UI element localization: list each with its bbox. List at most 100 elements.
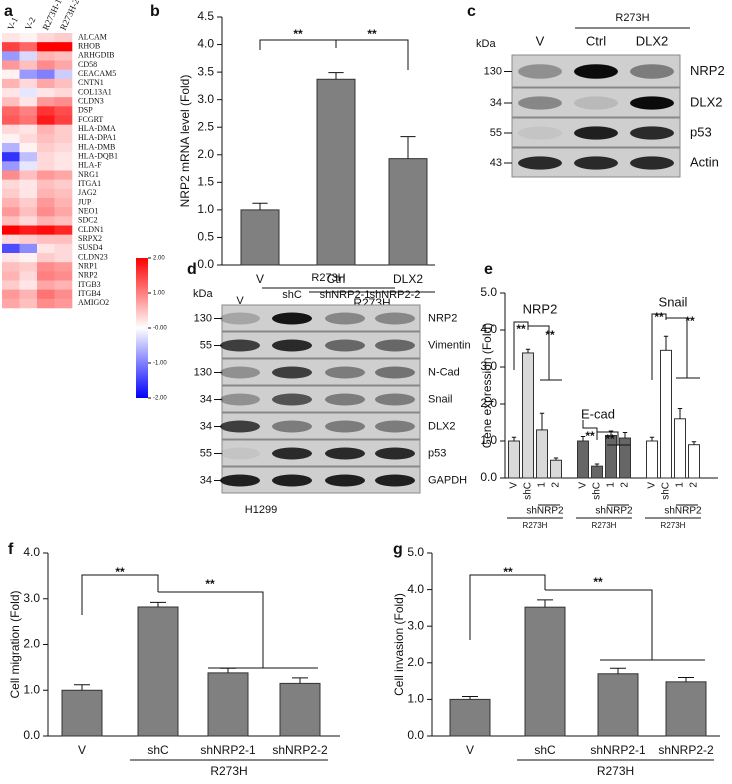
heatmap-cell <box>54 133 73 144</box>
marker-label: 34 <box>200 474 212 486</box>
panel-label: a <box>4 3 13 20</box>
y-axis-label: NRP2 mRNA level (Fold) <box>178 75 192 208</box>
significance-label: ** <box>605 432 615 446</box>
heatmap-cell <box>37 78 55 89</box>
band <box>518 64 562 79</box>
error-bar <box>678 676 694 682</box>
x-tick-label: shC <box>147 743 169 757</box>
band <box>325 366 365 379</box>
row-label: HLA-DQB1 <box>78 152 118 161</box>
significance-bracket <box>335 39 409 70</box>
band <box>574 64 618 79</box>
heatmap-cell <box>37 124 55 135</box>
y-tick-label: 4.0 <box>23 545 40 559</box>
colorbar <box>136 258 148 398</box>
bar <box>316 78 356 266</box>
group-label: R273H <box>311 272 345 284</box>
error-bar <box>663 335 669 351</box>
row-label: DSP <box>78 106 93 115</box>
y-tick-label: 1.0 <box>407 692 424 706</box>
marker-label: 34 <box>200 393 212 405</box>
colorbar-label: -2.00 <box>153 396 167 402</box>
heatmap-cell <box>54 60 73 70</box>
heatmap-cell <box>19 60 38 70</box>
heatmap-cell <box>19 262 38 272</box>
y-tick-label: 2.5 <box>197 119 214 133</box>
marker-label: 130 <box>194 312 212 324</box>
y-tick-label: 2.0 <box>197 147 214 161</box>
y-tick-label: 1.5 <box>197 175 214 189</box>
x-tick-label: Ctrl <box>327 272 346 286</box>
heatmap-cell <box>19 198 38 208</box>
heatmap-cell <box>37 253 55 263</box>
group-label: R273H <box>661 521 686 530</box>
x-tick-label: shNRP2-1 <box>590 743 646 757</box>
protein-label: p53 <box>690 124 712 139</box>
row-label: ITGB4 <box>78 289 101 298</box>
lane-label: shNRP2-1 <box>320 289 371 301</box>
heatmap-cell <box>19 207 38 217</box>
protein-label: DLX2 <box>428 420 456 432</box>
row-label: NRG1 <box>78 170 99 179</box>
y-tick-label: 5.0 <box>407 545 424 559</box>
significance-label: ** <box>367 27 377 41</box>
heatmap-cell <box>2 152 20 162</box>
band <box>630 64 674 79</box>
heatmap-cell <box>54 207 73 217</box>
bar <box>508 440 520 479</box>
row-label: JAG2 <box>78 188 97 197</box>
protein-label: Vimentin <box>428 339 471 351</box>
y-tick-label: 1.0 <box>23 682 40 696</box>
colorbar-label: 1.00 <box>153 291 165 297</box>
y-tick-label: 0.5 <box>197 230 214 244</box>
error-bar <box>511 436 517 441</box>
bar <box>688 444 700 479</box>
group-name: E-cad <box>581 406 615 421</box>
heatmap-cell <box>2 69 20 80</box>
group-name: NRP2 <box>523 301 558 316</box>
row-label: CEACAM5 <box>78 69 116 78</box>
row-label: ALCAM <box>78 32 107 41</box>
group-name: Snail <box>659 294 688 309</box>
heatmap-cell <box>19 143 38 153</box>
y-tick-label: 0.0 <box>23 728 40 742</box>
panel-label: g <box>393 541 403 558</box>
row-label: ARHGDIB <box>78 51 114 60</box>
y-axis-label: Cell invasion (Fold) <box>392 593 406 696</box>
error-bar <box>328 72 344 80</box>
heatmap-cell <box>54 188 73 199</box>
heatmap-cell <box>19 69 38 80</box>
heatmap-cell <box>37 97 55 107</box>
heatmap-cell <box>2 289 20 300</box>
protein-label: Snail <box>428 393 452 405</box>
y-tick-label: 4.0 <box>407 582 424 596</box>
heatmap-cell <box>54 225 73 235</box>
y-tick-label: 2.0 <box>407 655 424 669</box>
significance-label: ** <box>685 314 695 328</box>
band <box>325 474 365 487</box>
heatmap-cell <box>37 161 55 171</box>
marker-label: 55 <box>490 127 502 139</box>
heatmap-cell <box>54 234 73 245</box>
row-label: SRPX2 <box>78 234 102 243</box>
band <box>630 96 674 110</box>
x-tick-label: shNRP2-2 <box>272 743 328 757</box>
band <box>518 126 562 140</box>
band <box>272 339 312 352</box>
group-label: R273H <box>592 521 617 530</box>
heatmap-cell <box>2 188 20 199</box>
heatmap-cell <box>2 60 20 70</box>
heatmap-cell <box>54 51 73 61</box>
band <box>220 420 260 433</box>
x-tick-label: 1 <box>537 482 548 488</box>
protein-label: N-Cad <box>428 366 460 378</box>
heatmap-cell <box>37 234 55 245</box>
row-label: NEO1 <box>78 207 98 216</box>
y-tick-label: 4.0 <box>480 322 497 336</box>
marker-label: 55 <box>200 447 212 459</box>
bar <box>646 440 658 479</box>
band <box>325 312 365 325</box>
row-label: ITGB3 <box>78 280 101 289</box>
significance-bracket <box>469 574 546 640</box>
colorbar-label: 2.00 <box>153 256 165 262</box>
